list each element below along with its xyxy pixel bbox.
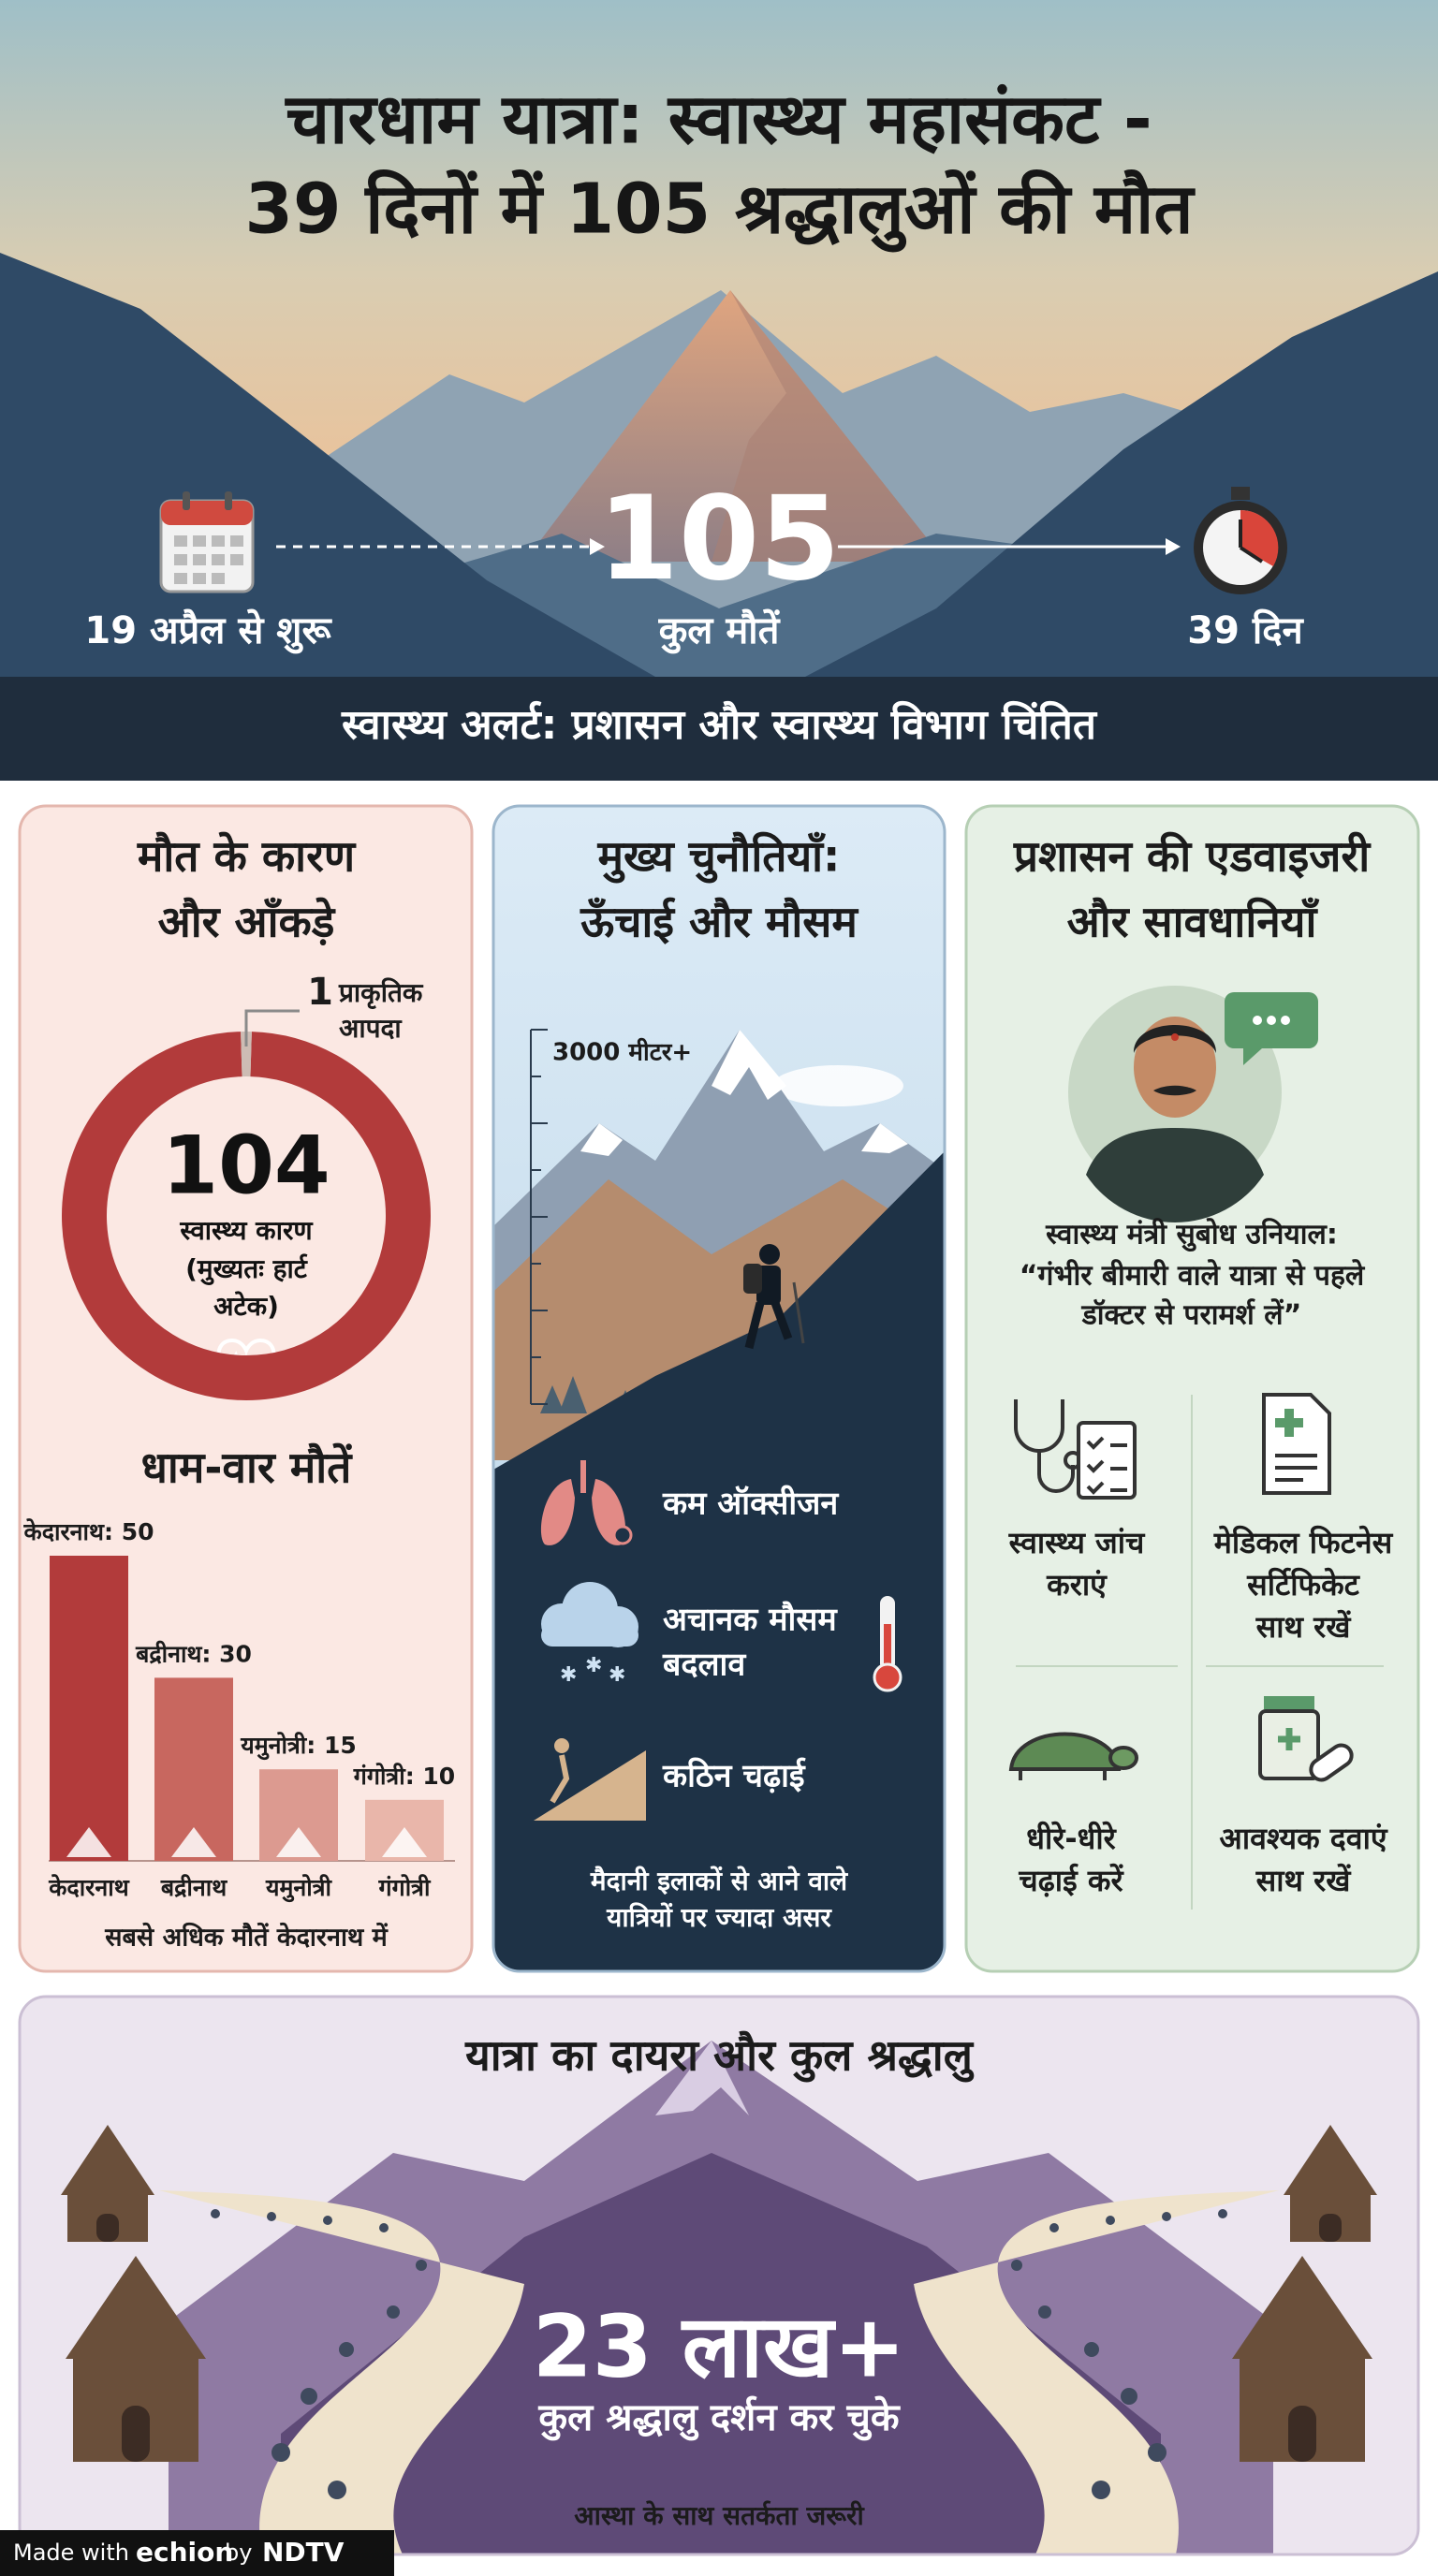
donut-major-label: स्वास्थ्य कारण [179, 1215, 314, 1246]
donut-segment [62, 1032, 431, 1400]
bar-icon [171, 1827, 216, 1857]
bar-icon [382, 1827, 427, 1857]
challenges-panel [492, 804, 946, 1973]
bar-icon [66, 1827, 111, 1857]
altitude-label: 3000 मीटर+ [552, 1038, 692, 1067]
panel-title: और सावधानियाँ [1067, 897, 1320, 947]
pilgrim-total: 23 लाख+ [533, 2296, 906, 2396]
header-scenery [0, 0, 1438, 781]
bar-value-label: बद्रीनाथ: 30 [135, 1640, 252, 1667]
footer-badge [0, 2530, 394, 2576]
tip-text: कराएं [1046, 1567, 1108, 1603]
challenge-item: कम ऑक्सीजन [662, 1485, 839, 1523]
bar-chart-title: धाम-वार मौतें [141, 1442, 354, 1493]
footer-ndtv: NDTV [262, 2537, 345, 2568]
bar-value-label: केदारनाथ: 50 [23, 1518, 154, 1545]
bar-category: बद्रीनाथ [160, 1874, 227, 1901]
panel-title: और आँकड़े [158, 897, 336, 947]
scope-illustration [20, 1997, 1418, 2554]
timeline-arrows [276, 538, 1181, 555]
footer-text: Made with [13, 2539, 129, 2566]
bar-category: गंगोत्री [378, 1874, 432, 1901]
challenge-item: कठिन चढ़ाई [662, 1757, 807, 1795]
tip-text: आवश्यक दवाएं [1219, 1821, 1387, 1856]
minister-quote: डॉक्टर से परामर्श लें” [1081, 1298, 1302, 1332]
scope-panel [18, 1995, 1420, 2556]
svg-text:✱: ✱ [609, 1663, 625, 1687]
challenge-item: अचानक मौसम [663, 1601, 838, 1639]
tip-icons [1008, 1393, 1354, 1782]
svg-text:✱: ✱ [585, 1654, 602, 1677]
stopwatch-icon [1194, 487, 1287, 594]
total-label: कुल मौतें [658, 608, 781, 654]
timeline-duration: 39 दिन [1187, 608, 1304, 652]
tip-dividers [1016, 1395, 1384, 1910]
title: 39 दिनों में 105 श्रद्धालुओं की मौत [244, 169, 1196, 253]
donut-major-value: 104 [162, 1119, 330, 1212]
panel-title: प्रशासन की एडवाइजरी [1013, 831, 1372, 882]
bar-value-label: यमुनोत्री: 15 [240, 1732, 357, 1761]
minister-quote: स्वास्थ्य मंत्री सुबोध उनियाल: [1045, 1218, 1338, 1252]
donut-minor-label: आपदा [339, 1013, 403, 1044]
tip-text: साथ रखें [1255, 1609, 1353, 1645]
minister-portrait [1068, 986, 1318, 1222]
bar-icon [276, 1827, 321, 1857]
calendar-icon [159, 491, 255, 593]
donut-major-label: अटेक) [213, 1291, 279, 1322]
tip-text: चढ़ाई करें [1018, 1863, 1124, 1898]
tip-text: सर्टिफिकेट [1246, 1567, 1361, 1603]
challenge-note: यात्रियों पर ज्यादा असर [606, 1902, 832, 1933]
total-deaths: 105 [598, 472, 841, 607]
bar-value-label: गंगोत्री: 10 [353, 1763, 455, 1790]
panel-title: ऊँचाई और मौसम [580, 897, 858, 947]
alert-text: स्वास्थ्य अलर्ट: प्रशासन और स्वास्थ्य वि… [341, 700, 1098, 749]
donut-major-label: (मुख्यतः हार्ट [185, 1253, 308, 1285]
scope-title: यात्रा का दायरा और कुल श्रद्धालु [464, 2030, 975, 2084]
bar-note: सबसे अधिक मौतें केदारनाथ में [104, 1923, 388, 1953]
bar [50, 1556, 128, 1861]
bar-category: यमुनोत्री [265, 1874, 333, 1903]
donut-minor-label: प्राकृतिक [338, 977, 424, 1009]
tip-text: मेडिकल फिटनेस [1213, 1525, 1394, 1560]
leader-line [244, 1009, 300, 1046]
challenge-note: मैदानी इलाकों से आने वाले [590, 1866, 848, 1896]
challenge-item: बदलाव [662, 1647, 746, 1684]
donut-minor-value: 1 [307, 971, 333, 1014]
minister-quote: “गंभीर बीमारी वाले यात्रा से पहले [1020, 1259, 1366, 1293]
challenges-illustration: ✱ ✱ ✱ [493, 806, 945, 1971]
tip-text: साथ रखें [1255, 1863, 1353, 1898]
scope-note: आस्था के साथ सतर्कता जरूरी [574, 2500, 865, 2531]
panel-title: मुख्य चुनौतियाँ: [597, 831, 841, 885]
footer-text: by [225, 2539, 252, 2566]
tip-text: धीरे-धीरे [1026, 1821, 1117, 1856]
timeline-start: 19 अप्रैल से शुरू [84, 608, 332, 654]
tip-text: स्वास्थ्य जांच [1008, 1525, 1146, 1560]
footer-brand: echion [136, 2537, 233, 2568]
title: चारधाम यात्रा: स्वास्थ्य महासंकट - [284, 80, 1152, 160]
bar-category: केदारनाथ [48, 1874, 130, 1901]
pilgrim-label: कुल श्रद्धालु दर्शन कर चुके [537, 2395, 900, 2441]
panel-title: मौत के कारण [137, 831, 357, 882]
svg-text:✱: ✱ [560, 1663, 577, 1687]
